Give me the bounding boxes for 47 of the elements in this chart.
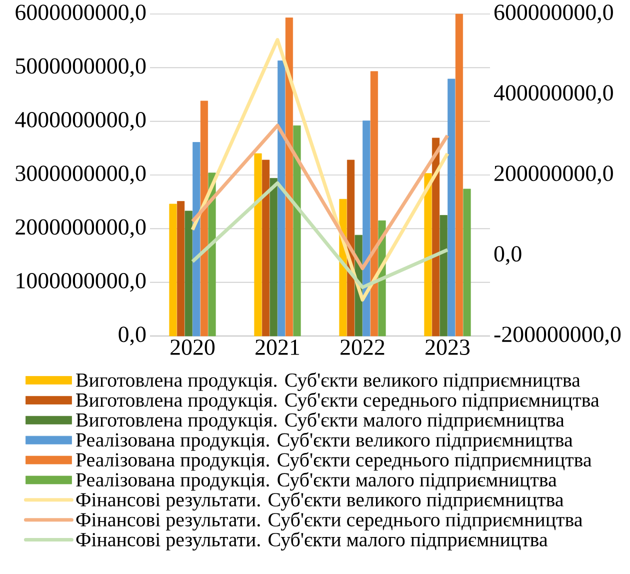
- bar: [177, 201, 185, 336]
- y-tick-label: 0,0: [118, 326, 146, 346]
- y-tick-label: 2000000000,0: [16, 219, 146, 238]
- legend-label: Реалізована продукція. Суб'єкти малого підприємництва: [76, 472, 557, 491]
- bar: [184, 210, 192, 336]
- line-series: [190, 181, 450, 290]
- y-tick-label: 4000000000,0: [15, 112, 146, 131]
- legend-label: Виготовлена продукція. Суб'єкти малого підприємництва: [76, 412, 564, 431]
- legend-label: Виготовлена продукція. Суб'єкти великого підприємництва: [76, 372, 580, 391]
- x-tick-label: 2023: [426, 340, 470, 355]
- bar: [362, 120, 370, 336]
- bar: [192, 142, 200, 336]
- bar: [200, 100, 208, 336]
- bar: [440, 215, 448, 336]
- y2-tick-label: 0,0: [494, 246, 522, 265]
- y-tick-label: 1000000000,0: [16, 272, 146, 292]
- y2-tick-label: 200000000,0: [494, 166, 613, 184]
- legend-label: Фінансові результати. Суб'єкти великого підприємництва: [76, 492, 564, 511]
- legend-label: Фінансові результати. Суб'єкти малого підприємництва: [76, 532, 548, 550]
- y2-tick-label: -200000000,0: [494, 326, 621, 346]
- bar: [448, 78, 456, 336]
- bar: [370, 71, 378, 336]
- bar: [285, 18, 293, 336]
- y-tick-label: 5000000000,0: [16, 58, 146, 78]
- line-series: [190, 124, 450, 270]
- y2-tick-label: 400000000,0: [494, 85, 613, 104]
- x-tick-label: 2021: [256, 340, 300, 355]
- bar: [270, 178, 278, 336]
- bar: [424, 173, 432, 336]
- x-tick-label: 2020: [170, 340, 215, 355]
- y-tick-label: 3000000000,0: [16, 166, 146, 184]
- line-series: [190, 38, 450, 302]
- bar: [455, 14, 463, 336]
- y2-tick-label: 600000000,0: [494, 4, 613, 24]
- bar: [254, 153, 262, 336]
- bar: [262, 160, 270, 336]
- bar: [432, 138, 440, 336]
- y-tick-label: 6000000000,0: [16, 4, 146, 24]
- bar: [293, 125, 301, 336]
- bar: [278, 60, 286, 336]
- legend-label: Фінансові результати. Суб'єкти середнього підприємництва: [76, 512, 582, 531]
- x-tick-label: 2022: [340, 340, 384, 355]
- bar: [463, 188, 471, 336]
- legend-label: Реалізована продукція. Суб'єкти середнього підприємництва: [76, 452, 592, 471]
- legend-label: Виготовлена продукція. Суб'єкти середнього підприємництва: [76, 392, 600, 411]
- bar: [169, 204, 177, 336]
- legend-label: Реалізована продукція. Суб'єкти великого підприємництва: [76, 432, 573, 451]
